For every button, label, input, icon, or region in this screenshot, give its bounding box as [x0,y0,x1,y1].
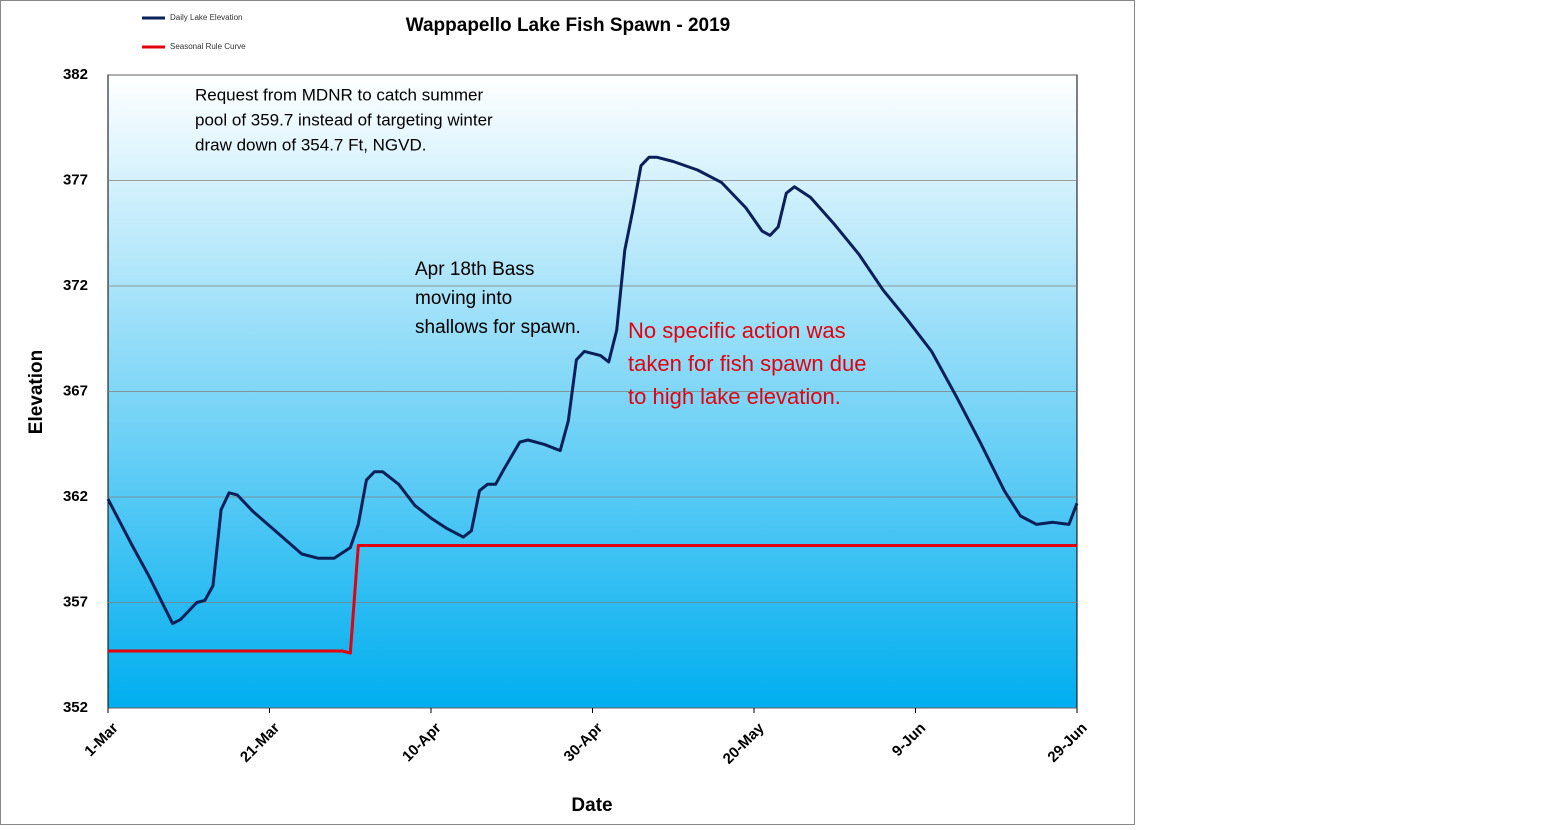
annotation: Request from MDNR to catch summer [195,85,483,104]
annotation: taken for fish spawn due [628,351,866,376]
annotation: pool of 359.7 instead of targeting winte… [195,110,493,129]
y-tick-label: 362 [63,488,88,505]
y-tick-label: 377 [63,171,88,188]
x-axis-label: Date [571,795,612,816]
annotation: moving into [415,288,512,309]
annotation: shallows for spawn. [415,317,581,338]
annotation: to high lake elevation. [628,384,841,409]
series-line [106,155,1079,626]
annotation: Apr 18th Bass [415,259,534,280]
series-line [108,544,1077,655]
y-tick-label: 372 [63,277,88,294]
annotation: No specific action was [628,318,846,343]
chart-title: Wappapello Lake Fish Spawn - 2019 [406,15,731,36]
y-tick-label: 352 [63,699,88,716]
annotation: draw down of 354.7 Ft, NGVD. [195,135,427,154]
y-tick-label: 357 [63,593,88,610]
legend-label: Seasonal Rule Curve [170,42,246,51]
y-axis-label: Elevation [26,350,47,434]
y-tick-label: 367 [63,382,88,399]
y-tick-label: 382 [63,66,88,83]
legend-label: Daily Lake Elevation [170,13,242,22]
